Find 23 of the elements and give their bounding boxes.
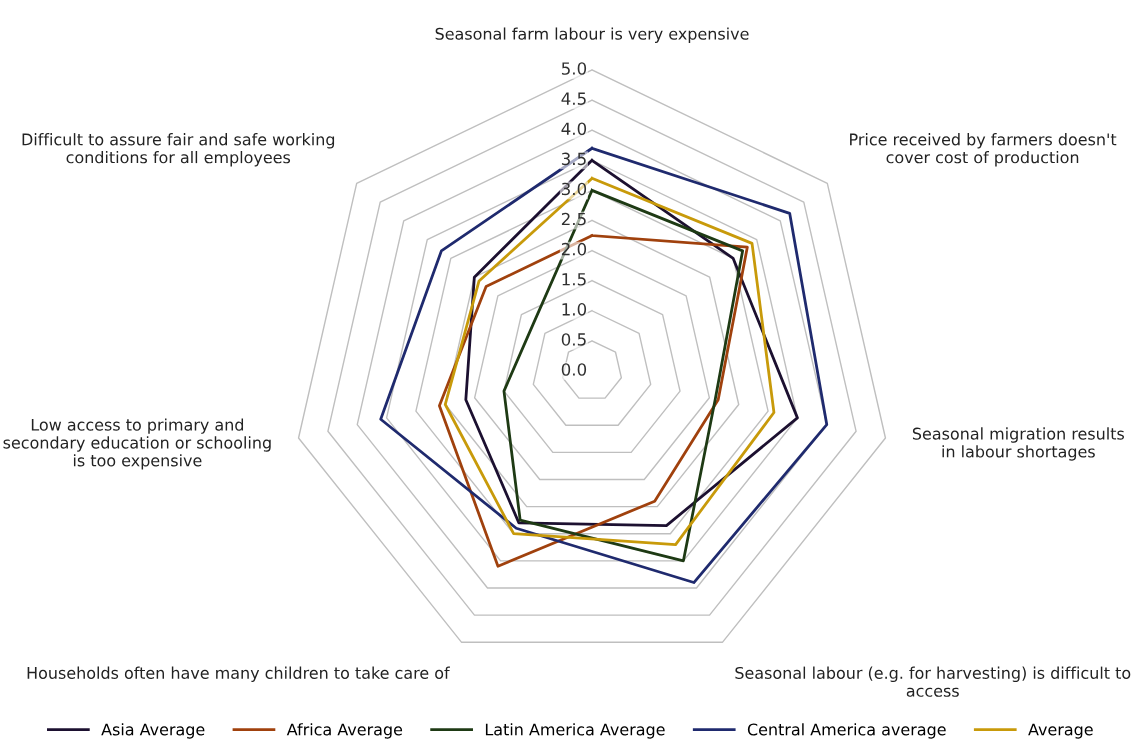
spoke-label: Households often have many children to take care of bbox=[27, 666, 450, 683]
y-tick-label: 1.5 bbox=[562, 273, 586, 286]
y-tick-label: 4.0 bbox=[561, 122, 587, 136]
y-tick-label: 0.0 bbox=[561, 363, 587, 376]
legend-label: Africa Average bbox=[286, 723, 403, 739]
legend-label: Average bbox=[1028, 723, 1093, 739]
y-tick-label: 5.0 bbox=[561, 62, 587, 75]
y-tick-label: 4.5 bbox=[561, 92, 586, 105]
spoke-label: Seasonal farm labour is very expensive bbox=[435, 27, 749, 43]
y-tick-label: 1.0 bbox=[562, 303, 587, 316]
spoke-label: Seasonal labour (e.g. for harvesting) is difficult to access bbox=[735, 666, 1131, 697]
y-tick-label: 2.5 bbox=[561, 212, 586, 226]
legend-label: Latin America Average bbox=[485, 723, 665, 739]
spoke-label: Seasonal migration results in labour shortages bbox=[912, 427, 1125, 461]
spoke-label: Difficult to assure fair and safe working conditions for all employees bbox=[22, 133, 335, 167]
spoke-label: Price received by farmers doesn't cover cost of production bbox=[850, 133, 1117, 167]
spoke-label: Low access to primary and secondary education or schooling is too expensive bbox=[3, 418, 271, 470]
y-tick-label: 0.5 bbox=[561, 333, 586, 346]
legend-label: Central America average bbox=[747, 723, 946, 739]
y-tick-label: 2.0 bbox=[561, 242, 587, 256]
y-tick-label: 3.0 bbox=[561, 182, 587, 196]
legend-label: Asia Average bbox=[101, 723, 205, 739]
y-tick-label: 3.5 bbox=[561, 152, 586, 166]
